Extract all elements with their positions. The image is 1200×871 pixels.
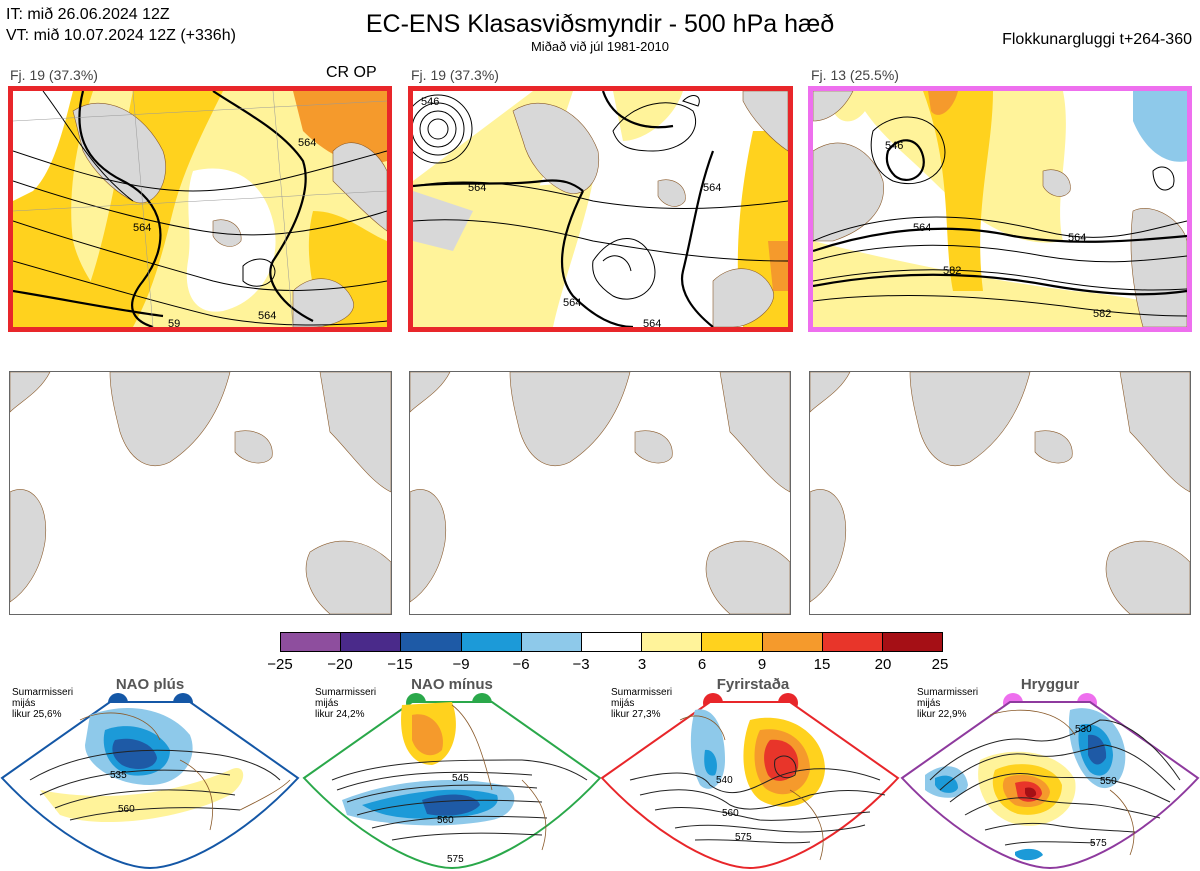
panel2-contour-label: 546 bbox=[421, 96, 439, 108]
regime-map-blocking[interactable]: 540 560 575 bbox=[600, 690, 900, 870]
regime-contour-label: 575 bbox=[447, 854, 464, 865]
regime-contour-label: 575 bbox=[735, 832, 752, 843]
panel3-contour-label: 582 bbox=[943, 265, 961, 277]
regime-map-nao-plus[interactable]: 535 560 bbox=[0, 690, 300, 870]
colorbar-tick: 25 bbox=[931, 656, 949, 673]
colorbar bbox=[280, 632, 943, 652]
panel1-contour-label: 59 bbox=[168, 318, 180, 327]
colorbar-swatch bbox=[281, 633, 342, 651]
header-info: IT: mið 26.06.2024 12Z VT: mið 10.07.202… bbox=[6, 4, 236, 46]
colorbar-swatch bbox=[702, 633, 763, 651]
regime-info-blocking: Sumarmisseri mijás likur 27,3% bbox=[611, 687, 673, 720]
colorbar-swatch bbox=[461, 633, 522, 651]
regime-contour-label: 540 bbox=[716, 775, 733, 786]
panel2-contour-label: 564 bbox=[643, 318, 661, 327]
regime-contour-label: 560 bbox=[118, 804, 135, 815]
regime-title-nao-minus: NAO mínus bbox=[411, 676, 493, 693]
panel2-contour-label: 564 bbox=[563, 297, 581, 309]
colorbar-tick: −25 bbox=[267, 656, 293, 673]
colorbar-tick: 3 bbox=[637, 656, 647, 673]
colorbar-swatch bbox=[642, 633, 703, 651]
panel1-contour-label: 564 bbox=[258, 310, 276, 322]
panel1-contour-label: 564 bbox=[298, 137, 316, 149]
empty-map-2[interactable] bbox=[409, 371, 791, 615]
colorbar-swatch bbox=[762, 633, 823, 651]
empty-map-3[interactable] bbox=[809, 371, 1191, 615]
regime-contour-label: 545 bbox=[452, 773, 469, 784]
colorbar-tick: −15 bbox=[387, 656, 413, 673]
initial-time: IT: mið 26.06.2024 12Z bbox=[6, 6, 170, 23]
panel1-tag: CR OP bbox=[326, 64, 377, 81]
regime-contour-label: 535 bbox=[110, 770, 127, 781]
colorbar-swatch bbox=[581, 633, 643, 651]
panel2-contour-label: 564 bbox=[468, 182, 486, 194]
colorbar-tick: −3 bbox=[572, 656, 590, 673]
colorbar-tick: 15 bbox=[813, 656, 831, 673]
colorbar-tick: −6 bbox=[512, 656, 530, 673]
valid-time: VT: mið 10.07.2024 12Z (+336h) bbox=[6, 27, 236, 44]
regime-info-nao-plus: Sumarmisseri mijás likur 25,6% bbox=[12, 687, 74, 720]
regime-title-blocking: Fyrirstaða bbox=[716, 676, 790, 693]
colorbar-swatch bbox=[341, 633, 402, 651]
regime-contour-label: 560 bbox=[437, 815, 454, 826]
empty-map-1[interactable] bbox=[9, 371, 392, 615]
colorbar-tick: −9 bbox=[452, 656, 470, 673]
regime-map-nao-minus[interactable]: 545 560 575 bbox=[302, 690, 602, 870]
panel3-contour-label: 546 bbox=[885, 140, 903, 152]
colorbar-swatch bbox=[521, 633, 582, 651]
panel3-label: Fj. 13 (25.5%) bbox=[811, 67, 899, 83]
colorbar-tick: 9 bbox=[757, 656, 767, 673]
cluster-map-2[interactable]: 546 564 564 564 564 bbox=[408, 86, 793, 332]
colorbar-swatch bbox=[401, 633, 462, 651]
page-subtitle: Miðað við júl 1981-2010 bbox=[530, 39, 670, 54]
regime-title-ridge: Hryggur bbox=[1020, 676, 1080, 693]
panel2-contour-label: 564 bbox=[703, 182, 721, 194]
regime-info-ridge: Sumarmisseri mijás likur 22,9% bbox=[917, 687, 979, 720]
page-title: EC-ENS Klasasviðsmyndir - 500 hPa hæð bbox=[365, 10, 835, 38]
panel3-contour-label: 564 bbox=[1068, 232, 1086, 244]
regime-title-nao-plus: NAO plús bbox=[115, 676, 185, 693]
regime-map-ridge[interactable]: 530 550 575 bbox=[900, 690, 1200, 870]
colorbar-swatch bbox=[882, 633, 943, 651]
cluster-map-1[interactable]: 564 564 564 59 bbox=[8, 86, 392, 332]
panel3-contour-label: 564 bbox=[913, 222, 931, 234]
colorbar-swatch bbox=[822, 633, 883, 651]
regime-contour-label: 575 bbox=[1090, 838, 1107, 849]
panel1-label: Fj. 19 (37.3%) bbox=[10, 67, 98, 83]
regime-contour-label: 530 bbox=[1075, 724, 1092, 735]
colorbar-tick: 20 bbox=[874, 656, 892, 673]
classification-window: Flokkunargluggi t+264-360 bbox=[1002, 31, 1192, 48]
regime-info-nao-minus: Sumarmisseri mijás likur 24,2% bbox=[315, 687, 377, 720]
colorbar-tick: 6 bbox=[697, 656, 707, 673]
cluster-map-3[interactable]: 546 564 564 582 582 bbox=[808, 86, 1192, 332]
regime-contour-label: 550 bbox=[1100, 776, 1117, 787]
panel2-label: Fj. 19 (37.3%) bbox=[411, 67, 499, 83]
colorbar-tick: −20 bbox=[327, 656, 353, 673]
regime-contour-label: 560 bbox=[722, 808, 739, 819]
panel3-contour-label: 582 bbox=[1093, 308, 1111, 320]
panel1-contour-label: 564 bbox=[133, 222, 151, 234]
